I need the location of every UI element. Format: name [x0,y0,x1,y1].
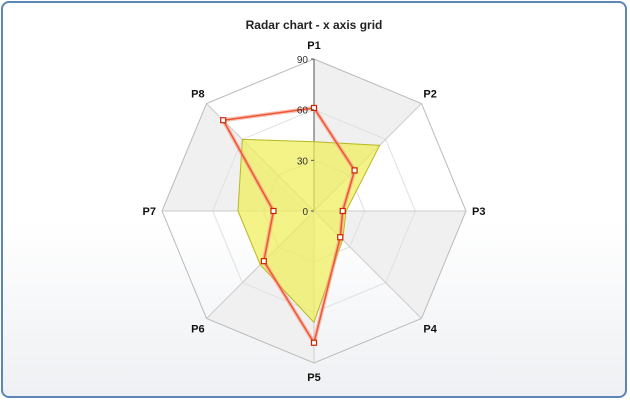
tick-label: 90 [297,55,309,66]
tick-label: 30 [297,156,309,167]
series-point-marker [310,339,318,346]
category-label: P7 [143,206,156,218]
category-label: P8 [191,89,204,101]
category-label: P6 [191,323,204,335]
series-point-marker [339,207,346,215]
chart-title: Radar chart - x axis grid [245,18,383,32]
category-label: P4 [423,323,437,335]
tick-label: 0 [302,207,308,218]
category-label: P1 [307,40,320,52]
grid-sector-fill [314,211,466,319]
series-point-marker [220,117,227,124]
category-label: P2 [423,89,436,101]
category-label: P5 [307,372,320,384]
series-point-marker [270,207,277,215]
series-point-marker [351,167,358,174]
series-point-marker [310,104,318,112]
series-point-marker [260,258,267,265]
series-point-marker [337,234,344,241]
category-label: P3 [472,206,485,218]
tick-label: 60 [297,106,309,117]
